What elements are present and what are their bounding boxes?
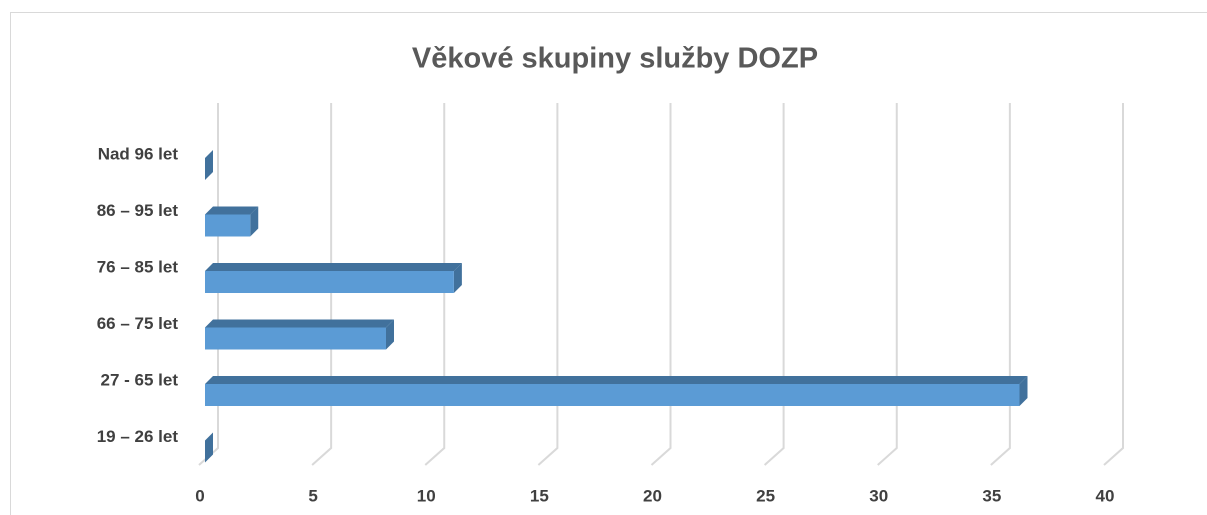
grid-line — [877, 103, 898, 466]
bar — [205, 319, 394, 350]
bar-side — [205, 432, 213, 463]
bar-top — [205, 206, 259, 215]
grid-line — [763, 103, 785, 466]
bar-side — [205, 150, 213, 180]
x-tick-label: 0 — [195, 486, 204, 505]
x-tick-label: 10 — [417, 486, 436, 505]
y-tick-label: Nad 96 let — [98, 144, 179, 163]
bar-side — [250, 206, 259, 237]
x-tick-label: 30 — [869, 486, 888, 505]
x-tick-label: 5 — [308, 486, 317, 505]
x-tick-label: 25 — [756, 486, 775, 505]
bar — [205, 432, 213, 463]
x-tick-label: 40 — [1096, 486, 1115, 505]
x-tick-label: 20 — [643, 486, 662, 505]
bar-side — [1019, 376, 1028, 406]
grid-line — [311, 103, 333, 466]
x-tick-label: 35 — [982, 486, 1001, 505]
chart-border — [10, 12, 1207, 515]
bar-front — [205, 214, 251, 237]
bar-side — [453, 263, 462, 293]
bar — [205, 376, 1028, 406]
bar-top — [205, 376, 1028, 384]
y-tick-label: 76 – 85 let — [97, 257, 179, 276]
chart-title: Věkové skupiny služby DOZP — [412, 43, 818, 75]
bar-top — [205, 319, 394, 328]
y-tick-label: 19 – 26 let — [97, 427, 179, 446]
bar-front — [205, 327, 386, 350]
bar — [205, 150, 213, 180]
grid-line — [424, 103, 446, 466]
y-tick-label: 86 – 95 let — [97, 201, 179, 220]
bar-front — [205, 271, 454, 293]
bar — [205, 263, 462, 293]
y-tick-label: 27 - 65 let — [101, 370, 179, 389]
x-tick-label: 15 — [530, 486, 549, 505]
bar-top — [205, 263, 462, 271]
grid-line — [537, 103, 559, 466]
bar-front — [205, 384, 1020, 406]
bar — [205, 206, 259, 237]
grid-line — [990, 103, 1011, 466]
grid-line — [1103, 103, 1124, 466]
grid-line — [650, 103, 672, 466]
y-tick-label: 66 – 75 let — [97, 314, 179, 333]
bar-side — [386, 319, 394, 350]
